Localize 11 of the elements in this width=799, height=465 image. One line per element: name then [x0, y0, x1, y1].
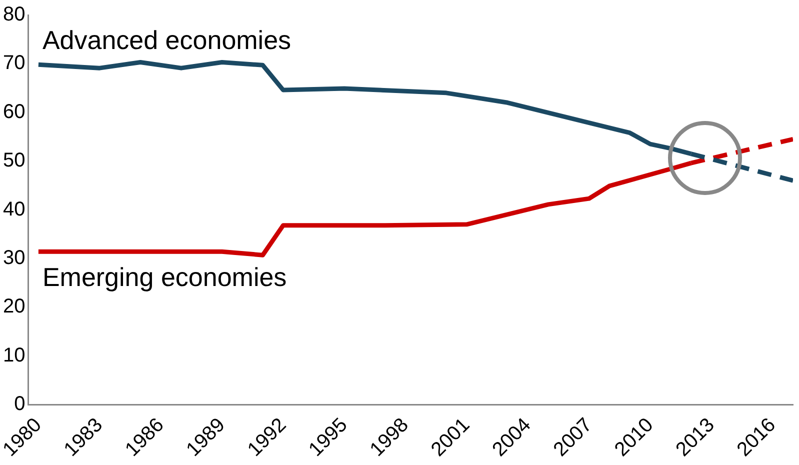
y-tick-label: 0: [14, 393, 26, 416]
y-tick-label: 70: [2, 52, 26, 74]
y-tick-label: 80: [2, 4, 26, 26]
y-tick-label: 20: [2, 296, 26, 318]
y-tick-label: 50: [2, 150, 26, 172]
series-label: Emerging economies: [42, 262, 287, 292]
y-tick-label: 40: [2, 198, 26, 220]
series-label: Advanced economies: [42, 24, 292, 55]
y-tick-label: 60: [2, 100, 26, 123]
y-tick-label: 10: [2, 344, 26, 366]
y-tick-label: 30: [2, 246, 26, 269]
